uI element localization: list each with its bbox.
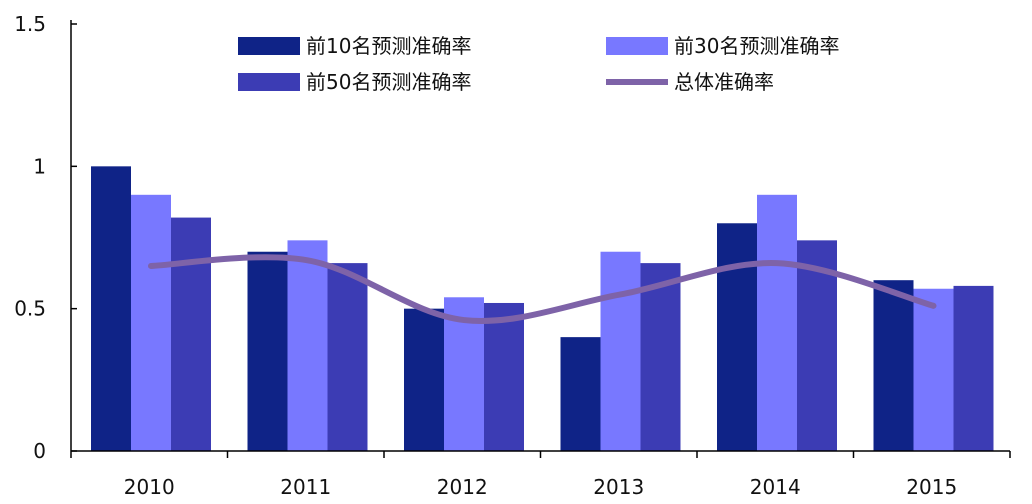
legend-swatch-2 [606, 37, 668, 55]
axes-layer [70, 20, 1011, 458]
bar-2010-series-1 [91, 166, 131, 452]
bar-2015-series-2 [913, 288, 954, 451]
legend-label-4: 总体准确率 [674, 70, 774, 94]
bar-2010-series-3 [171, 217, 211, 451]
x-tick-label: 2010 [124, 475, 175, 499]
bar-2014-series-2 [757, 194, 797, 452]
bar-2011-series-3 [327, 263, 368, 451]
bar-2011-series-1 [247, 251, 288, 451]
x-tick-label: 2012 [437, 475, 488, 499]
tick-labels: 0 0.5 1 1.5 2010 2011 2012 2013 2014 2015 [14, 12, 957, 499]
legend-label-1: 前10名预测准确率 [306, 34, 471, 58]
y-tick-label: 1 [33, 154, 46, 178]
bar-2012-series-3 [484, 302, 524, 451]
bars-layer [91, 166, 994, 452]
bar-2014-series-3 [797, 240, 837, 451]
line-series-1 [148, 254, 937, 324]
bar-2011-series-2 [287, 240, 328, 451]
x-tick-label: 2014 [750, 475, 801, 499]
line-layer [148, 254, 937, 324]
y-tick-label: 1.5 [14, 12, 46, 36]
bar-2015-series-1 [873, 280, 914, 451]
y-tick-label: 0 [33, 439, 46, 463]
bar-2010-series-2 [131, 194, 171, 452]
x-tick-label: 2013 [593, 475, 644, 499]
bar-2013-series-1 [560, 337, 601, 451]
bar-2014-series-1 [717, 223, 757, 451]
legend-swatch-1 [238, 37, 300, 55]
bar-2013-series-3 [640, 263, 681, 451]
legend-label-3: 前50名预测准确率 [306, 70, 471, 94]
bar-2012-series-1 [404, 308, 444, 451]
bar-2013-series-2 [600, 251, 641, 451]
legend-swatch-3 [238, 73, 300, 91]
y-tick-label: 0.5 [14, 297, 46, 321]
x-tick-label: 2015 [906, 475, 957, 499]
legend-label-2: 前30名预测准确率 [674, 34, 839, 58]
bar-2015-series-3 [953, 285, 994, 451]
x-tick-label: 2011 [280, 475, 331, 499]
